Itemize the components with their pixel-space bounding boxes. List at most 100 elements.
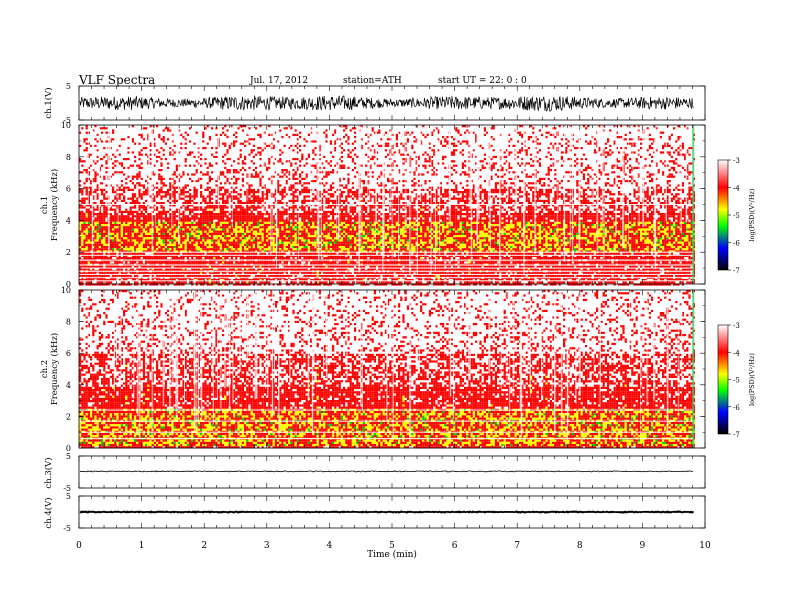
spectrogram-cell: [231, 248, 233, 250]
spectrogram-cell: [314, 257, 316, 259]
spectrogram-cell: [204, 158, 206, 160]
spectrogram-cell: [97, 226, 99, 228]
spectrogram-cell: [110, 235, 112, 237]
spectrogram-cell: [251, 206, 253, 208]
spectrogram-cell: [209, 242, 211, 244]
spectrogram-cell: [123, 239, 125, 241]
spectrogram-cell: [99, 281, 101, 283]
spectrogram-cell: [156, 261, 158, 263]
spectrogram-cell: [114, 233, 116, 235]
spectrogram-cell: [207, 171, 209, 173]
spectrogram-cell: [204, 147, 206, 149]
spectrogram-cell: [193, 231, 195, 233]
spectrogram-cell: [158, 235, 160, 237]
spectrogram-cell: [127, 233, 129, 235]
spectrogram-cell: [226, 217, 228, 219]
spectrogram-cell: [125, 178, 127, 180]
spectrogram-cell: [143, 215, 145, 217]
spectrogram-cell: [237, 281, 239, 283]
spectrogram-cell: [323, 132, 325, 134]
spectrogram-cell: [244, 193, 246, 195]
spectrogram-cell: [101, 224, 103, 226]
spectrogram-cell: [235, 195, 237, 197]
spectrogram-cell: [257, 235, 259, 237]
spectrogram-cell: [264, 246, 266, 248]
spectrogram-cell: [127, 239, 129, 241]
spectrogram-cell: [196, 193, 198, 195]
spectrogram-cell: [112, 189, 114, 191]
spectrogram-cell: [136, 215, 138, 217]
spectrogram-cell: [123, 220, 125, 222]
spectrogram-cell: [215, 213, 217, 215]
spectrogram-cell: [127, 189, 129, 191]
spectrogram-cell: [114, 253, 116, 255]
spectrogram-cell: [240, 220, 242, 222]
spectrogram-cell: [211, 178, 213, 180]
spectrogram-cell: [200, 233, 202, 235]
spectrogram-cell: [127, 231, 129, 233]
spectrogram-cell: [222, 231, 224, 233]
spectrogram-cell: [121, 220, 123, 222]
spectrogram-cell: [101, 257, 103, 259]
spectrogram-cell: [105, 213, 107, 215]
spectrogram-cell: [259, 158, 261, 160]
spectrogram-cell: [229, 231, 231, 233]
spectrogram-cell: [213, 235, 215, 237]
spectrogram-cell: [253, 242, 255, 244]
spectrogram-cell: [222, 220, 224, 222]
spectrogram-cell: [97, 149, 99, 151]
spectrogram-cell: [255, 281, 257, 283]
spectrogram-cell: [328, 242, 330, 244]
spectrogram-cell: [110, 233, 112, 235]
spectrogram-cell: [246, 213, 248, 215]
spectrogram-cell: [292, 235, 294, 237]
spectrogram-cell: [156, 215, 158, 217]
spectrogram-cell: [101, 235, 103, 237]
spectrogram-cell: [308, 134, 310, 136]
spectrogram-cell: [246, 226, 248, 228]
spectrogram-cell: [310, 257, 312, 259]
spectrogram-cell: [292, 226, 294, 228]
spectrogram-cell: [152, 281, 154, 283]
spectrogram-cell: [262, 244, 264, 246]
spectrogram-cell: [138, 231, 140, 233]
spectrogram-cell: [187, 228, 189, 230]
spectrogram-cell: [233, 169, 235, 171]
spectrogram-cell: [160, 206, 162, 208]
spectrogram-cell: [81, 213, 83, 215]
spectrogram-cell: [262, 248, 264, 250]
spectrogram-cell: [262, 222, 264, 224]
spectrogram-cell: [233, 248, 235, 250]
spectrogram-cell: [132, 138, 134, 140]
spectrogram-cell: [94, 162, 96, 164]
spectrogram-cell: [138, 217, 140, 219]
spectrogram-cell: [204, 202, 206, 204]
spectrogram-cell: [169, 220, 171, 222]
spectrogram-cell: [141, 193, 143, 195]
spectrogram-cell: [299, 281, 301, 283]
spectrogram-cell: [242, 235, 244, 237]
spectrogram-cell: [141, 235, 143, 237]
spectrogram-cell: [174, 215, 176, 217]
spectrogram-cell: [281, 176, 283, 178]
spectrogram-cell: [149, 220, 151, 222]
spectrogram-cell: [222, 233, 224, 235]
spectrogram-cell: [290, 162, 292, 164]
spectrogram-cell: [123, 253, 125, 255]
spectrogram-cell: [310, 244, 312, 246]
spectrogram-cell: [97, 160, 99, 162]
spectrogram-cell: [257, 231, 259, 233]
spectrogram-cell: [295, 217, 297, 219]
spectrogram-cell: [94, 213, 96, 215]
spectrogram-cell: [323, 167, 325, 169]
spectrogram-cell: [147, 224, 149, 226]
spectrogram-cell: [207, 239, 209, 241]
spectrogram-cell: [143, 228, 145, 230]
spectrogram-cell: [94, 171, 96, 173]
spectrogram-cell: [176, 211, 178, 213]
spectrogram-cell: [149, 281, 151, 283]
spectrogram-cell: [103, 226, 105, 228]
spectrogram-cell: [160, 215, 162, 217]
spectrogram-cell: [211, 231, 213, 233]
spectrogram-cell: [211, 224, 213, 226]
